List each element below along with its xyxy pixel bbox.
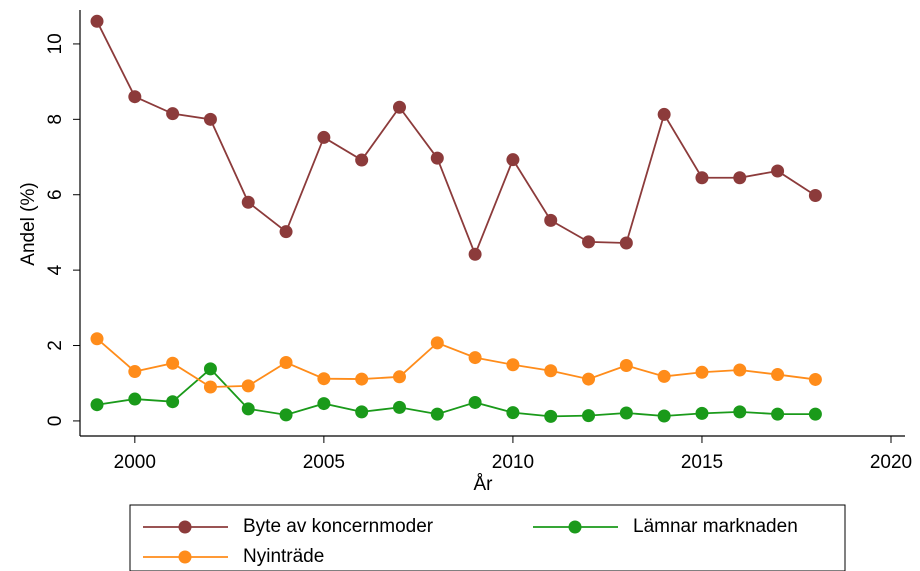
data-point: [506, 153, 520, 167]
data-point: [619, 406, 633, 420]
data-point: [619, 359, 633, 373]
data-point: [241, 379, 255, 393]
data-point: [166, 107, 180, 121]
data-point: [166, 356, 180, 370]
x-tick-label: 2020: [870, 452, 912, 473]
data-point: [808, 372, 822, 386]
legend-swatch-marker: [178, 550, 192, 564]
data-point: [506, 358, 520, 372]
data-point: [733, 363, 747, 377]
y-tick-label: 10: [45, 33, 66, 54]
data-point: [355, 405, 369, 419]
data-point: [317, 130, 331, 144]
x-tick-label: 2015: [681, 452, 723, 473]
x-axis-label: År: [474, 474, 494, 495]
data-point: [695, 365, 709, 379]
legend-box: [129, 504, 846, 571]
data-point: [544, 213, 558, 227]
data-point: [241, 195, 255, 209]
data-point: [430, 151, 444, 165]
data-point: [355, 153, 369, 167]
data-point: [279, 225, 293, 239]
data-point: [657, 107, 671, 121]
series-line: [96, 338, 816, 388]
data-point: [771, 407, 785, 421]
data-point: [203, 380, 217, 394]
data-point: [128, 90, 142, 104]
data-point: [506, 406, 520, 420]
series-line: [96, 367, 816, 418]
legend-label: Lämnar marknaden: [633, 516, 798, 537]
y-tick-label: 4: [45, 264, 66, 275]
data-point: [582, 235, 596, 249]
data-point: [544, 364, 558, 378]
x-tick-label: 2000: [114, 452, 156, 473]
data-point: [657, 369, 671, 383]
x-tick-label: 2005: [303, 452, 345, 473]
data-point: [279, 355, 293, 369]
data-point: [90, 398, 104, 412]
data-point: [392, 100, 406, 114]
data-point: [808, 407, 822, 421]
data-point: [166, 395, 180, 409]
data-point: [241, 402, 255, 416]
data-point: [203, 362, 217, 376]
data-point: [90, 14, 104, 28]
x-tick-label: 2010: [492, 452, 534, 473]
data-point: [733, 171, 747, 185]
data-point: [695, 171, 709, 185]
data-point: [128, 365, 142, 379]
data-point: [90, 332, 104, 346]
data-point: [430, 407, 444, 421]
data-point: [771, 164, 785, 178]
data-point: [582, 372, 596, 386]
data-point: [279, 408, 293, 422]
legend-swatch-marker: [568, 520, 582, 534]
legend-label: Nyinträde: [243, 546, 324, 567]
data-point: [355, 372, 369, 386]
data-point: [733, 405, 747, 419]
legend-label: Byte av koncernmoder: [243, 516, 434, 537]
data-point: [392, 370, 406, 384]
data-point: [468, 351, 482, 365]
legend-swatch-marker: [178, 520, 192, 534]
data-point: [392, 400, 406, 414]
y-tick-label: 0: [45, 416, 66, 427]
data-point: [128, 392, 142, 406]
data-point: [430, 336, 444, 350]
y-axis-label: Andel (%): [18, 182, 39, 265]
y-tick-label: 2: [45, 340, 66, 351]
data-point: [468, 247, 482, 261]
data-point: [203, 112, 217, 126]
data-point: [808, 188, 822, 202]
y-tick-label: 6: [45, 189, 66, 200]
data-point: [771, 368, 785, 382]
series-line: [96, 20, 816, 257]
data-point: [657, 409, 671, 423]
y-tick-label: 8: [45, 114, 66, 125]
data-point: [695, 406, 709, 420]
data-point: [582, 409, 596, 423]
data-point: [317, 372, 331, 386]
data-point: [317, 397, 331, 411]
data-point: [544, 409, 558, 423]
data-point: [619, 236, 633, 250]
data-point: [468, 395, 482, 409]
